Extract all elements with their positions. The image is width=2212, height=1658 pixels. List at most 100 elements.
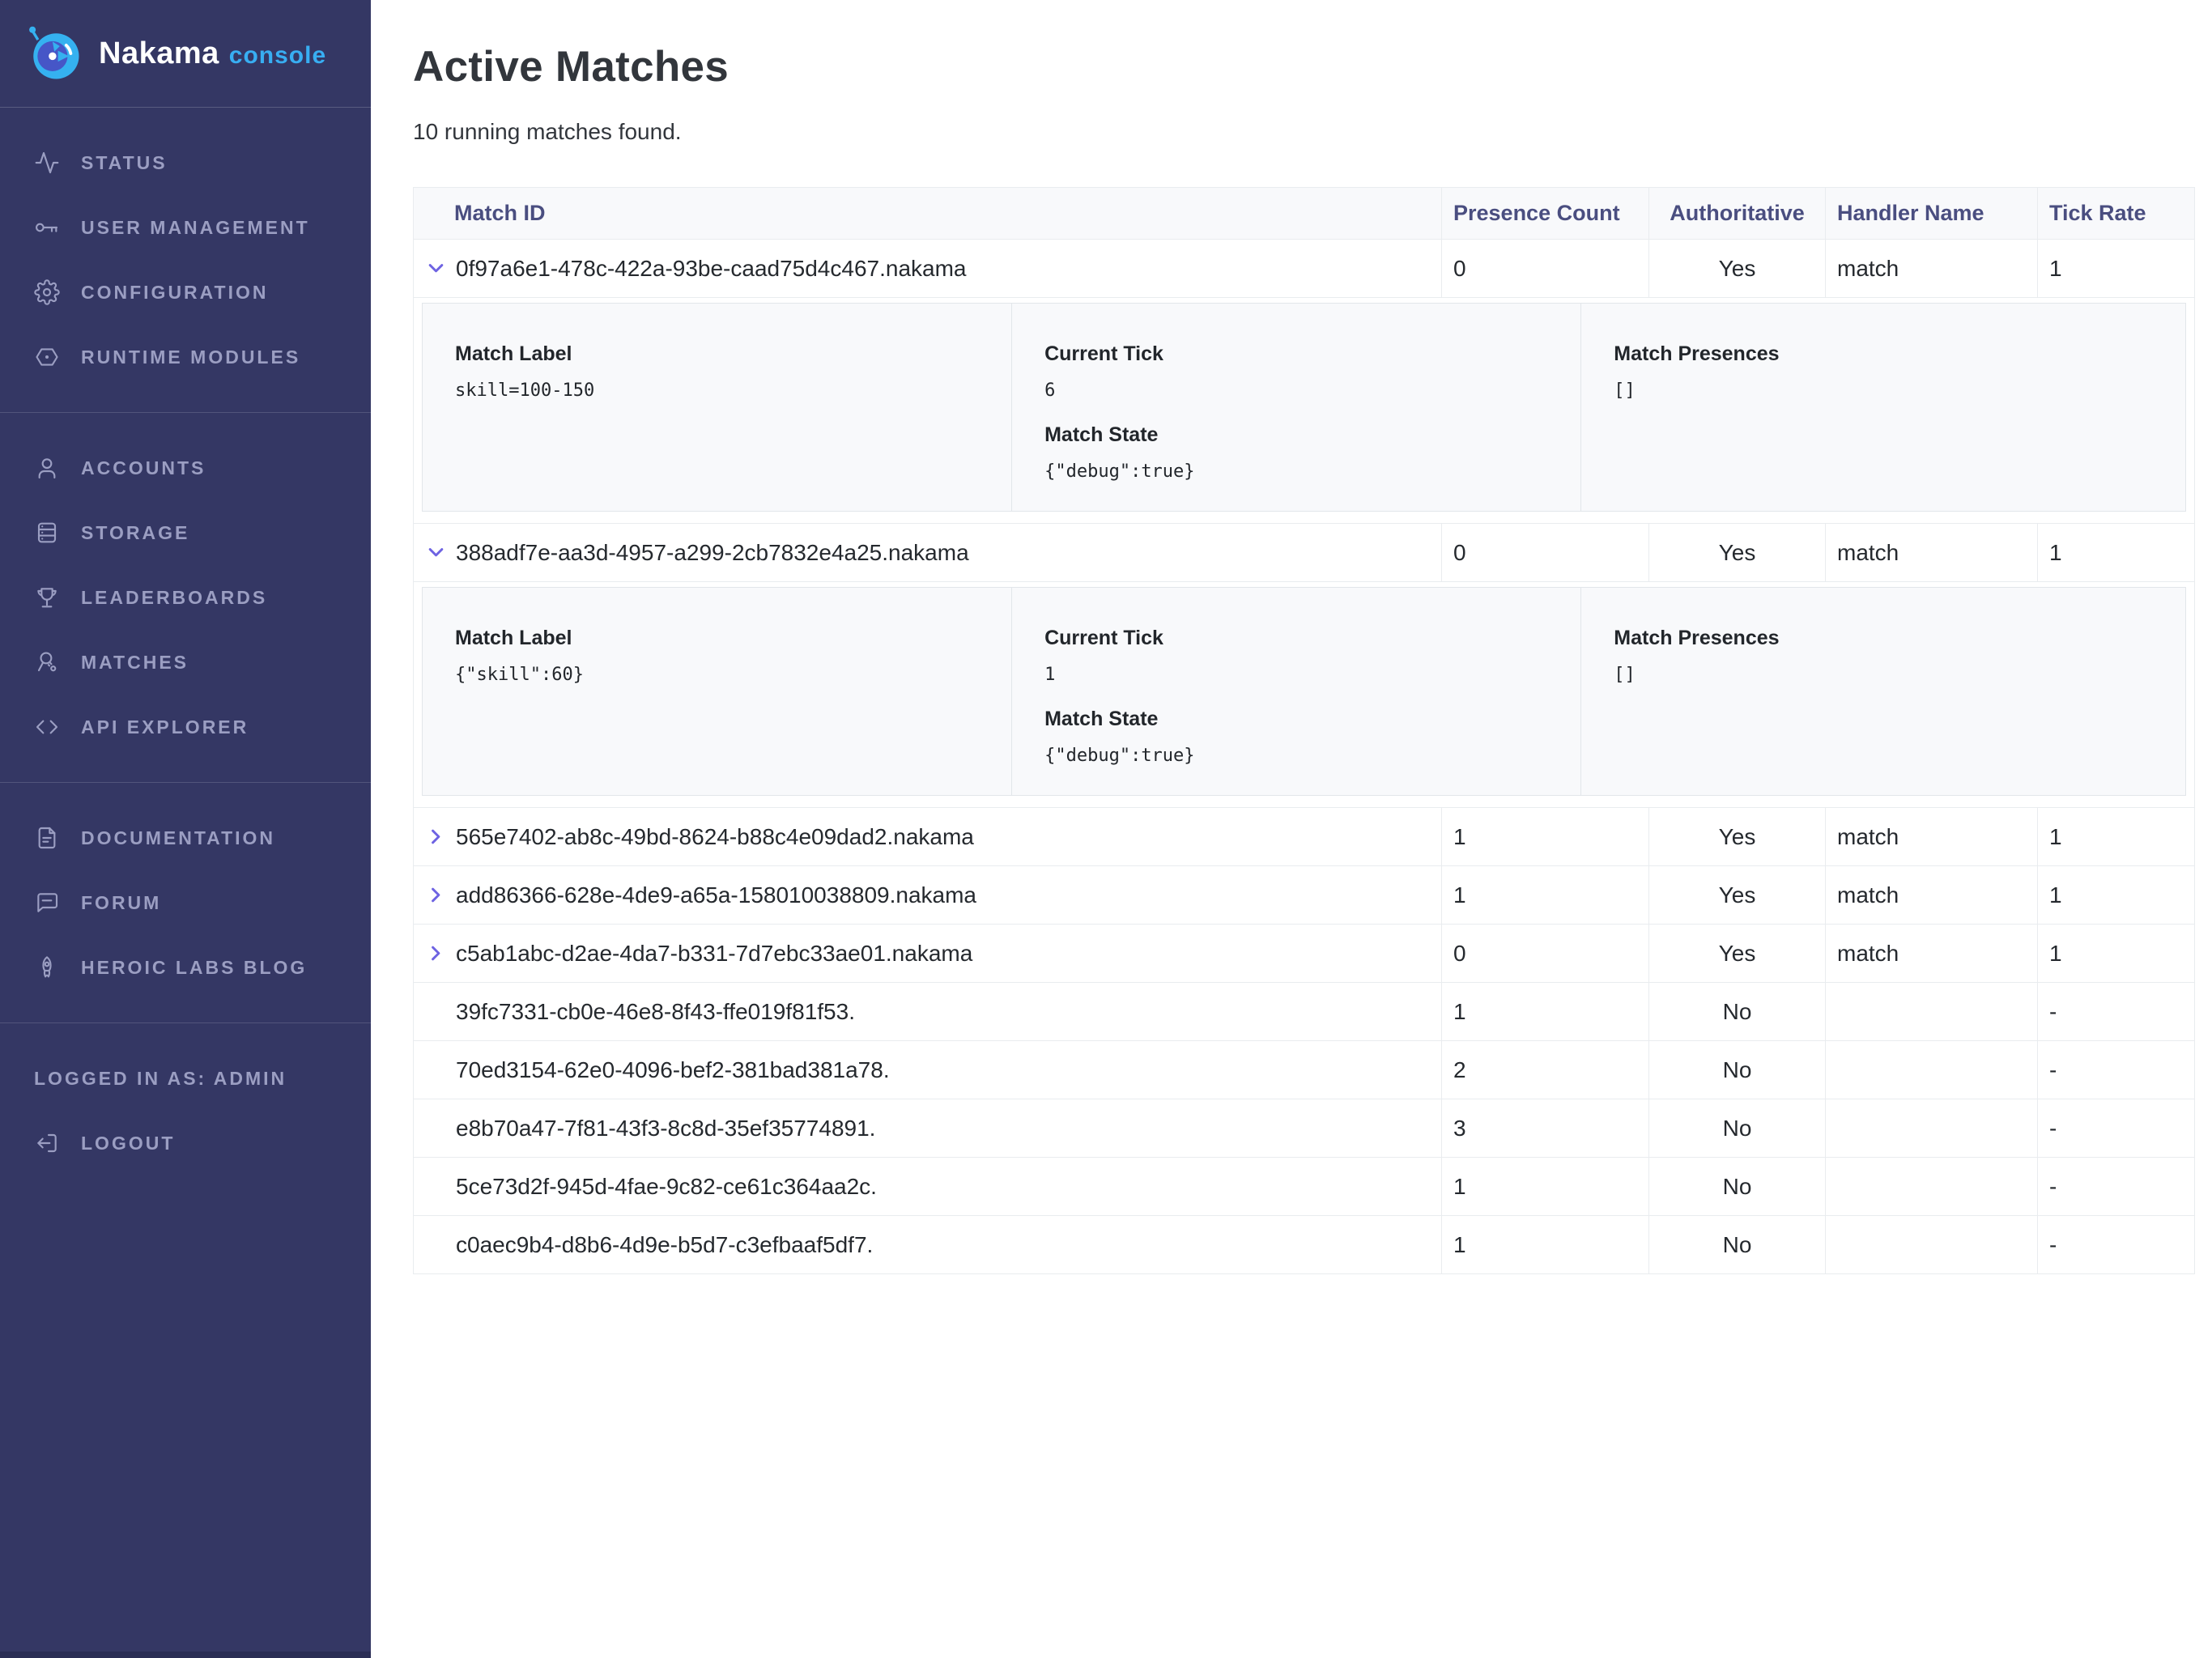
detail-value: {"debug":true} (1044, 746, 1195, 766)
handler-name-cell: match (1825, 807, 2038, 866)
handler-name-cell (1825, 1099, 2038, 1158)
detail-label: Match Presences (1614, 627, 1780, 649)
trophy-icon (34, 585, 60, 610)
table-row[interactable]: 388adf7e-aa3d-4957-a299-2cb7832e4a25.nak… (413, 523, 2195, 582)
authoritative-cell: No (1648, 1099, 1826, 1158)
sidebar-item-matches[interactable]: MATCHES (0, 630, 371, 695)
detail-label: Match State (1044, 708, 1159, 730)
nakama-logo-icon (24, 24, 83, 83)
chat-icon (34, 890, 60, 916)
sidebar-item-accounts[interactable]: ACCOUNTS (0, 436, 371, 500)
sidebar-item-leaderboards[interactable]: LEADERBOARDS (0, 565, 371, 630)
brand-name: Nakama (99, 36, 219, 70)
handler-name-cell: match (1825, 523, 2038, 582)
match-id-cell[interactable]: 388adf7e-aa3d-4957-a299-2cb7832e4a25.nak… (413, 523, 1442, 582)
chevron-down-icon[interactable] (425, 257, 456, 279)
match-id-cell[interactable]: c5ab1abc-d2ae-4da7-b331-7d7ebc33ae01.nak… (413, 924, 1442, 983)
sidebar-item-label: STATUS (81, 151, 168, 173)
chevron-right-icon[interactable] (425, 884, 456, 906)
authoritative-cell: Yes (1648, 239, 1826, 298)
match-id: c0aec9b4-d8b6-4d9e-b5d7-c3efbaaf5df7. (456, 1231, 874, 1257)
match-id: 5ce73d2f-945d-4fae-9c82-ce61c364aa2c. (456, 1173, 877, 1199)
sidebar-item-label: ACCOUNTS (81, 457, 206, 478)
match-id-cell[interactable]: 39fc7331-cb0e-46e8-8f43-ffe019f81f53. (413, 982, 1442, 1041)
gear-icon (34, 279, 60, 305)
sidebar-item-label: API EXPLORER (81, 716, 249, 738)
presence-count-cell: 1 (1441, 1157, 1649, 1216)
storage-icon (34, 520, 60, 546)
sidebar-item-label: DOCUMENTATION (81, 827, 276, 848)
sidebar-item-configuration[interactable]: CONFIGURATION (0, 260, 371, 325)
tick-rate-cell: - (2037, 1099, 2195, 1158)
table-row[interactable]: c5ab1abc-d2ae-4da7-b331-7d7ebc33ae01.nak… (413, 924, 2195, 983)
presence-count-cell: 1 (1441, 1215, 1649, 1274)
authoritative-cell: No (1648, 1215, 1826, 1274)
sidebar-item-label: CONFIGURATION (81, 281, 269, 303)
sidebar-section: STATUS USER MANAGEMENT CONFIGURATION RUNTIM… (0, 108, 371, 412)
match-id: 39fc7331-cb0e-46e8-8f43-ffe019f81f53. (456, 998, 855, 1024)
table-row[interactable]: 565e7402-ab8c-49bd-8624-b88c4e09dad2.nak… (413, 807, 2195, 866)
sidebar-item-label: HEROIC LABS BLOG (81, 956, 308, 978)
match-id-cell[interactable]: 0f97a6e1-478c-422a-93be-caad75d4c467.nak… (413, 239, 1442, 298)
sidebar-item-documentation[interactable]: DOCUMENTATION (0, 806, 371, 870)
sidebar-section: ACCOUNTS STORAGE LEADERBOARDS MATCHES API EX… (0, 412, 371, 782)
presence-count-cell: 1 (1441, 982, 1649, 1041)
table-row[interactable]: 70ed3154-62e0-4096-bef2-381bad381a78. 2 No… (413, 1040, 2195, 1099)
match-id: 388adf7e-aa3d-4957-a299-2cb7832e4a25.nak… (456, 539, 969, 565)
sidebar-item-label: STORAGE (81, 521, 190, 543)
sidebar-item-forum[interactable]: FORUM (0, 870, 371, 935)
match-id: e8b70a47-7f81-43f3-8c8d-35ef35774891. (456, 1115, 876, 1141)
sidebar-item-label: LOGOUT (81, 1132, 176, 1154)
presence-count-cell: 2 (1441, 1040, 1649, 1099)
match-id-cell[interactable]: add86366-628e-4de9-a65a-158010038809.nak… (413, 865, 1442, 925)
table-row[interactable]: 39fc7331-cb0e-46e8-8f43-ffe019f81f53. 1 No… (413, 982, 2195, 1041)
authoritative-cell: No (1648, 1157, 1826, 1216)
sidebar-section: DOCUMENTATION FORUM HEROIC LABS BLOG (0, 782, 371, 1022)
matches-table: Match ID Presence Count Authoritative Handl… (413, 187, 2195, 1274)
tick-rate-cell: 1 (2037, 924, 2195, 983)
match-id: 70ed3154-62e0-4096-bef2-381bad381a78. (456, 1056, 890, 1082)
page-title: Active Matches (413, 43, 730, 91)
match-id-cell[interactable]: c0aec9b4-d8b6-4d9e-b5d7-c3efbaaf5df7. (413, 1215, 1442, 1274)
match-id-cell[interactable]: e8b70a47-7f81-43f3-8c8d-35ef35774891. (413, 1099, 1442, 1158)
sidebar-item-user-management[interactable]: USER MANAGEMENT (0, 195, 371, 260)
detail-value: {"skill":60} (455, 665, 584, 685)
presence-count-cell: 1 (1441, 865, 1649, 925)
sidebar-item-heroic-labs-blog[interactable]: HEROIC LABS BLOG (0, 935, 371, 1000)
chevron-down-icon[interactable] (425, 542, 456, 563)
match-id: 565e7402-ab8c-49bd-8624-b88c4e09dad2.nak… (456, 823, 974, 849)
match-id-cell[interactable]: 5ce73d2f-945d-4fae-9c82-ce61c364aa2c. (413, 1157, 1442, 1216)
sidebar-item-storage[interactable]: STORAGE (0, 500, 371, 565)
handler-name-cell: match (1825, 865, 2038, 925)
authoritative-cell: No (1648, 1040, 1826, 1099)
detail-label: Match Presences (1614, 342, 1780, 365)
sidebar-section: LOGGED IN AS: ADMIN LOGOUT (0, 1022, 371, 1198)
sidebar-item-api-explorer[interactable]: API EXPLORER (0, 695, 371, 759)
activity-icon (34, 150, 60, 176)
match-id: c5ab1abc-d2ae-4da7-b331-7d7ebc33ae01.nak… (456, 940, 973, 966)
brand: Nakama console (0, 0, 371, 108)
handler-name-cell: match (1825, 239, 2038, 298)
table-row[interactable]: add86366-628e-4de9-a65a-158010038809.nak… (413, 865, 2195, 925)
tick-rate-cell: - (2037, 1157, 2195, 1216)
tick-rate-cell: 1 (2037, 865, 2195, 925)
document-icon (34, 825, 60, 851)
sidebar-item-status[interactable]: STATUS (0, 130, 371, 195)
sidebar-item-runtime-modules[interactable]: RUNTIME MODULES (0, 325, 371, 389)
sidebar-item-label: RUNTIME MODULES (81, 346, 301, 368)
chevron-right-icon[interactable] (425, 826, 456, 848)
main-content: Active Matches 10 running matches found.… (371, 0, 2212, 1274)
tick-rate-cell: - (2037, 1215, 2195, 1274)
table-row[interactable]: 0f97a6e1-478c-422a-93be-caad75d4c467.nak… (413, 239, 2195, 298)
chevron-right-icon[interactable] (425, 942, 456, 964)
logged-in-as-note: LOGGED IN AS: ADMIN (0, 1046, 371, 1111)
column-header-tick-rate: Tick Rate (2037, 187, 2195, 240)
presence-count-cell: 0 (1441, 239, 1649, 298)
table-row[interactable]: e8b70a47-7f81-43f3-8c8d-35ef35774891. 3 No… (413, 1099, 2195, 1158)
match-id-cell[interactable]: 70ed3154-62e0-4096-bef2-381bad381a78. (413, 1040, 1442, 1099)
detail-value: skill=100-150 (455, 380, 595, 401)
sidebar-item-logout[interactable]: LOGOUT (0, 1111, 371, 1175)
match-id-cell[interactable]: 565e7402-ab8c-49bd-8624-b88c4e09dad2.nak… (413, 807, 1442, 866)
table-row[interactable]: c0aec9b4-d8b6-4d9e-b5d7-c3efbaaf5df7. 1 No… (413, 1215, 2195, 1274)
table-row[interactable]: 5ce73d2f-945d-4fae-9c82-ce61c364aa2c. 1 No… (413, 1157, 2195, 1216)
